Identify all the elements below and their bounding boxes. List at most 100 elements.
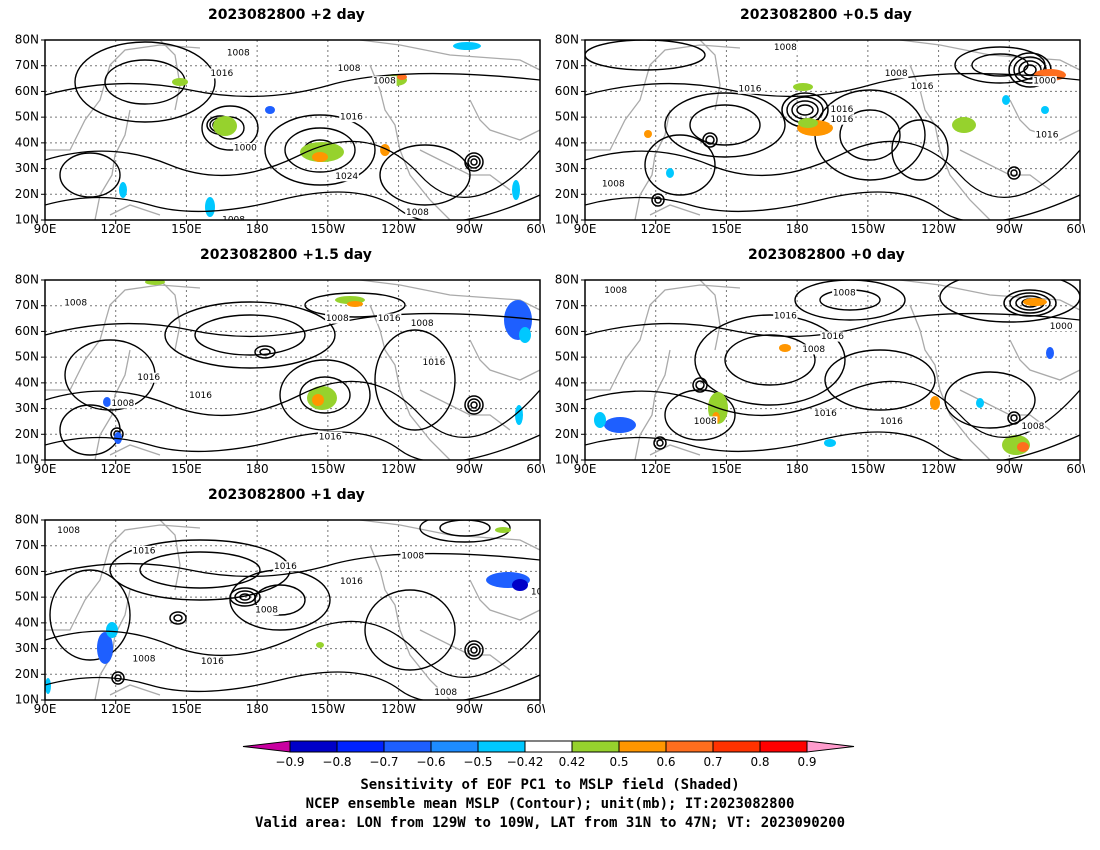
lon-tick-label: 150W: [850, 462, 885, 476]
sensitivity-patch: [205, 197, 215, 217]
isobar-contour: [824, 349, 936, 411]
sensitivity-patch: [512, 579, 528, 591]
contour-label-bg: [801, 344, 826, 355]
coastline: [109, 444, 161, 456]
coastline: [159, 280, 181, 351]
contour-label: 1008: [222, 216, 245, 226]
coastline: [369, 544, 451, 700]
isobar-contour: [585, 140, 1080, 198]
isobar-contour: [689, 104, 761, 146]
lon-tick-label: 90W: [456, 462, 483, 476]
lat-tick-label: 20N: [555, 427, 579, 441]
contour-label-bg: [409, 318, 435, 329]
contour-label-bg: [63, 298, 88, 309]
lat-tick-label: 10N: [15, 213, 39, 227]
colorbar-graphic: −0.9 −0.8 −0.7 −0.6 −0.5 −0.42 0.42 0.5 0.6 0.7 0.…: [242, 740, 855, 769]
contour-label-bg: [188, 390, 213, 401]
sensitivity-patch: [45, 678, 51, 694]
sensitivity-patch: [1017, 442, 1029, 452]
contour-label: 1008: [604, 286, 627, 296]
lon-tick-label: 60W: [1066, 222, 1085, 236]
isobar-ring: [467, 398, 481, 412]
lon-tick-label: 60W: [1066, 462, 1085, 476]
lon-tick-label: 90E: [34, 462, 57, 476]
lat-tick-label: 80N: [15, 33, 39, 47]
lat-tick-label: 50N: [15, 110, 39, 124]
panel-title-05day: 2023082800 +0.5 day: [740, 7, 912, 23]
isobar-contour: [664, 389, 736, 441]
isobar-contour: [585, 312, 1080, 338]
contour-label: 1016: [880, 417, 903, 427]
isobar-contour: [254, 584, 306, 616]
lon-tick-label: 90E: [574, 222, 597, 236]
lon-tick-label: 180: [246, 702, 269, 716]
map-frame: [44, 39, 541, 221]
isobar-contour: [201, 105, 259, 151]
lon-tick-label: 90W: [996, 222, 1023, 236]
isobar-ring: [470, 158, 478, 166]
contour-label: 1008: [434, 688, 457, 698]
contour-label: 1016: [201, 657, 224, 667]
lat-tick-label: 40N: [555, 135, 579, 149]
sensitivity-patch: [952, 117, 976, 133]
lon-tick-label: 150E: [171, 462, 202, 476]
isobar-ring: [470, 401, 478, 409]
contour-label-bg: [200, 656, 225, 667]
isobar-ring: [259, 348, 271, 356]
lon-tick-label: 180: [246, 462, 269, 476]
colorbar-tick-label: 0.42: [559, 755, 586, 769]
contour-label: 1008: [694, 417, 717, 427]
lon-tick-label: 60W: [526, 702, 545, 716]
contour-label-bg: [829, 114, 855, 125]
contour-label-bg: [336, 63, 362, 74]
sensitivity-patch: [97, 632, 113, 664]
sensitivity-patch: [1023, 298, 1047, 306]
lat-tick-label: 30N: [15, 401, 39, 415]
contour-label-bg: [773, 311, 798, 321]
sensitivity-patch: [798, 118, 818, 128]
isobar-contour: [45, 431, 540, 460]
contour-label: 1000: [1033, 77, 1056, 87]
lat-tick-label: 10N: [15, 453, 39, 467]
contour-label: 1008: [411, 319, 434, 329]
lon-tick-label: 150W: [310, 702, 345, 716]
sensitivity-patch: [316, 642, 324, 648]
lon-tick-label: 60W: [526, 222, 545, 236]
contour-label: 1016: [814, 409, 837, 419]
isobar-ring: [651, 193, 665, 207]
isobar-contour: [374, 329, 456, 431]
contour-label-bg: [56, 525, 81, 536]
colorbar-segment: [665, 740, 714, 753]
isobar-ring: [467, 155, 481, 169]
sensitivity-patch: [1002, 95, 1010, 105]
contour-label: 1016: [210, 69, 233, 79]
colorbar-tick-label: −0.7: [369, 755, 398, 769]
isobar-contour: [45, 140, 540, 198]
lon-tick-label: 60W: [526, 462, 545, 476]
sensitivity-patch: [172, 78, 188, 86]
contour-label: 1000: [1050, 322, 1073, 332]
lat-tick-label: 50N: [15, 590, 39, 604]
isobar-contour: [585, 72, 1080, 98]
lon-tick-label: 120W: [381, 222, 416, 236]
contour-label-bg: [339, 576, 364, 587]
lat-tick-label: 60N: [555, 324, 579, 338]
lat-tick-label: 30N: [555, 401, 579, 415]
figure-caption: Sensitivity of EOF PC1 to MSLP field (Sh…: [0, 776, 1100, 833]
contour-label-bg: [883, 68, 909, 79]
lon-tick-label: 90E: [34, 222, 57, 236]
sensitivity-patch: [312, 152, 328, 162]
isobar-ring: [1009, 292, 1051, 314]
lat-tick-label: 40N: [15, 135, 39, 149]
lat-tick-label: 60N: [15, 564, 39, 578]
contour-label-bg: [131, 545, 157, 556]
contour-label: 1008: [64, 299, 87, 309]
colorbar-segment: [383, 740, 432, 753]
sensitivity-patch: [265, 106, 275, 114]
contour-label: 1016: [340, 113, 363, 123]
isobar-contour: [45, 312, 540, 338]
isobar-ring: [470, 646, 478, 654]
coastline: [649, 444, 701, 456]
contour-label-bg: [131, 653, 157, 664]
lon-tick-label: 150E: [711, 462, 742, 476]
